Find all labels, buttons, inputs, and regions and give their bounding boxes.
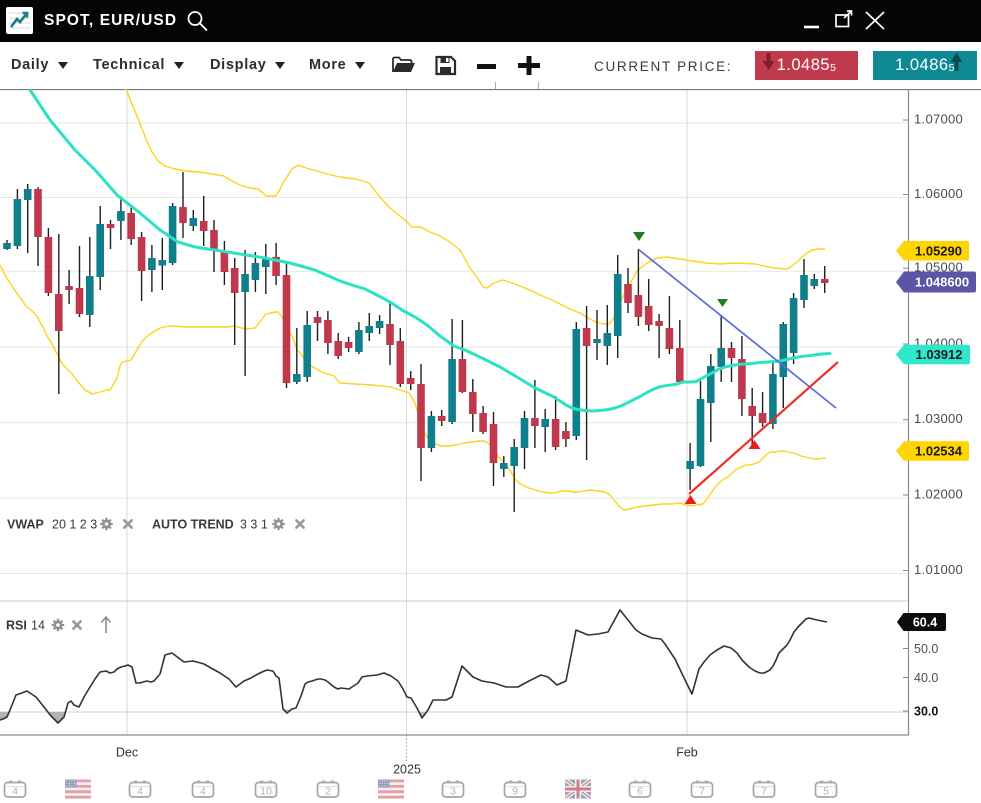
svg-text:1.02000: 1.02000 bbox=[914, 487, 963, 502]
svg-text:6: 6 bbox=[637, 786, 643, 798]
svg-text:4: 4 bbox=[200, 786, 206, 798]
svg-text:60.4: 60.4 bbox=[913, 616, 937, 630]
svg-text:10: 10 bbox=[260, 786, 272, 798]
svg-text:3 3 1: 3 3 1 bbox=[240, 518, 268, 532]
svg-text:VWAP: VWAP bbox=[7, 518, 44, 532]
svg-text:20 1 2 3: 20 1 2 3 bbox=[52, 518, 97, 532]
svg-text:30.0: 30.0 bbox=[914, 705, 938, 719]
svg-text:RSI: RSI bbox=[6, 619, 27, 633]
svg-text:2: 2 bbox=[325, 786, 331, 798]
svg-text:Dec: Dec bbox=[116, 746, 138, 760]
svg-text:2025: 2025 bbox=[393, 763, 421, 777]
svg-text:5: 5 bbox=[823, 786, 829, 798]
svg-text:4: 4 bbox=[137, 786, 143, 798]
svg-text:50.0: 50.0 bbox=[914, 642, 938, 656]
svg-text:3: 3 bbox=[450, 786, 456, 798]
svg-text:Feb: Feb bbox=[676, 746, 698, 760]
svg-text:AUTO TREND: AUTO TREND bbox=[152, 518, 234, 532]
svg-text:4: 4 bbox=[12, 786, 18, 798]
svg-text:1.06000: 1.06000 bbox=[914, 186, 963, 201]
svg-text:7: 7 bbox=[761, 786, 767, 798]
svg-text:1.05290: 1.05290 bbox=[915, 243, 962, 258]
svg-text:1.03912: 1.03912 bbox=[916, 347, 963, 362]
svg-text:1.02534: 1.02534 bbox=[915, 444, 963, 459]
svg-text:9: 9 bbox=[512, 786, 518, 798]
svg-text:1.048600: 1.048600 bbox=[915, 275, 969, 290]
svg-text:40.0: 40.0 bbox=[914, 671, 938, 685]
svg-text:1.05000: 1.05000 bbox=[914, 260, 963, 275]
svg-text:7: 7 bbox=[699, 786, 705, 798]
svg-text:1.03000: 1.03000 bbox=[914, 411, 963, 426]
svg-text:14: 14 bbox=[31, 619, 45, 633]
svg-text:1.01000: 1.01000 bbox=[914, 562, 963, 577]
svg-text:1.07000: 1.07000 bbox=[914, 112, 963, 127]
